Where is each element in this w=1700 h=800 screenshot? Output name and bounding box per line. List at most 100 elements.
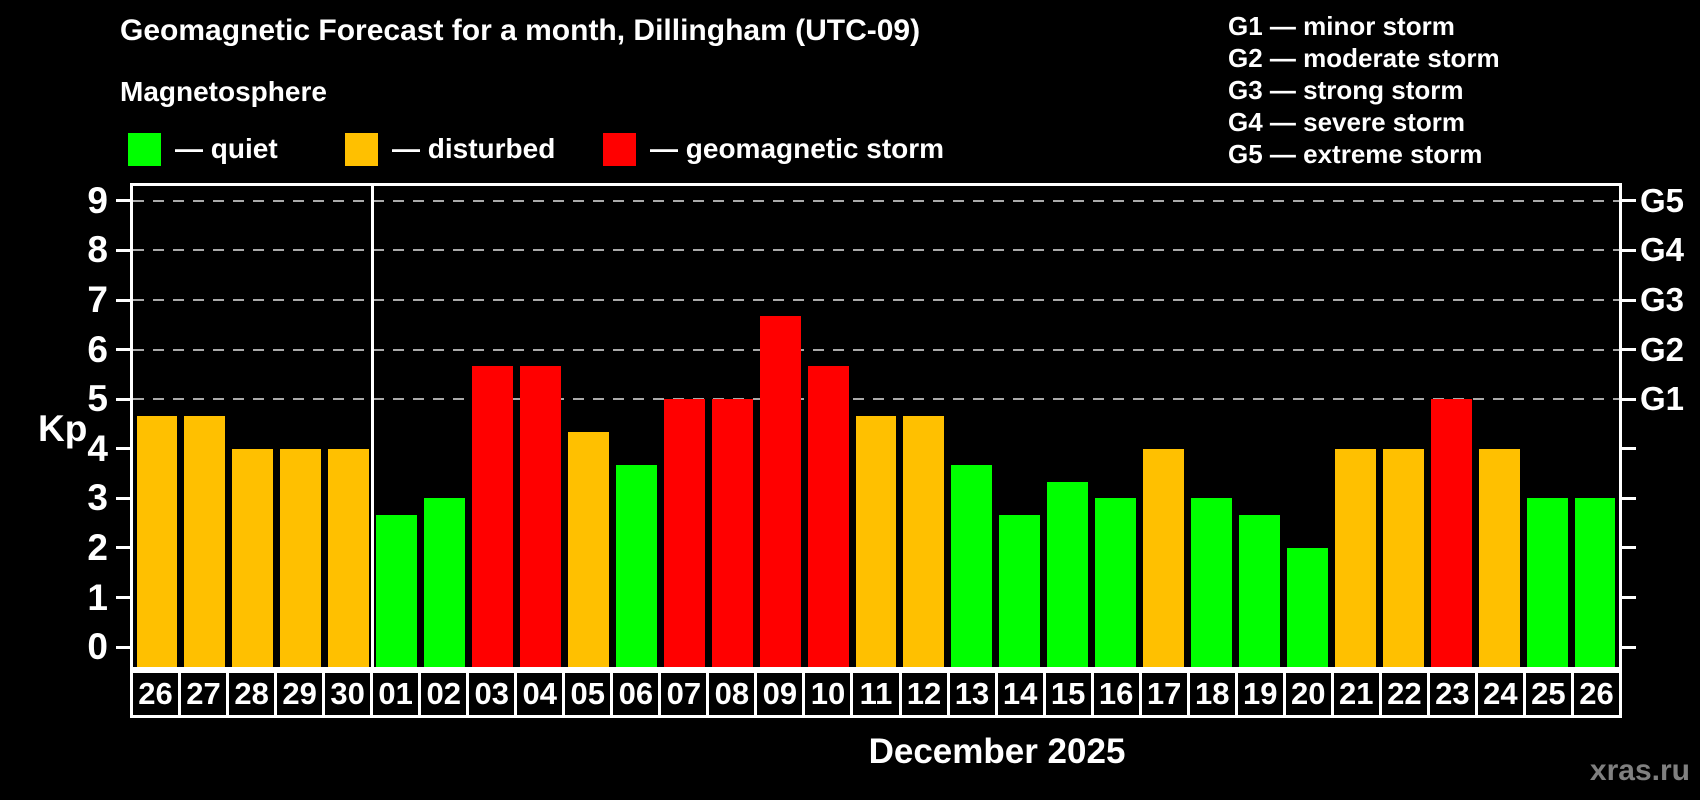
bar-day-20 (1286, 548, 1328, 667)
g-axis-label-G3: G3 (1640, 281, 1685, 319)
g-legend-line: G3 — strong storm (1228, 75, 1464, 105)
x-axis-day-label: 12 (898, 673, 947, 715)
storm-color-swatch (603, 132, 636, 166)
bar-day-02 (424, 498, 466, 667)
legend-item-quiet: — quiet (128, 131, 278, 167)
bar-day-23 (1430, 399, 1472, 667)
subtitle-magnetosphere: Magnetosphere (120, 76, 327, 107)
g-axis-label-G5: G5 (1640, 181, 1685, 219)
plot-area (133, 186, 1619, 667)
y-tick-right-7 (1622, 298, 1636, 302)
x-axis-day-label: 16 (1090, 673, 1139, 715)
x-axis-day-label: 26 (138, 676, 173, 711)
y-tick-right-8 (1622, 248, 1636, 252)
y-tick-right-1 (1622, 596, 1636, 600)
x-axis-day-label: 07 (658, 673, 706, 715)
y-tick-right-3 (1622, 496, 1636, 500)
g-axis-label-G4: G4 (1640, 231, 1685, 269)
bar-day-09 (759, 316, 801, 667)
y-axis-title: Kp (38, 408, 88, 449)
y-tick-left-1 (116, 596, 130, 600)
bar-day-10 (807, 366, 849, 667)
bar-day-24 (1478, 448, 1520, 667)
y-tick-right-5 (1622, 397, 1636, 401)
y-axis-label-8: 8 (87, 229, 108, 271)
bar-day-08 (711, 399, 753, 667)
g-axis-label-G2: G2 (1640, 330, 1685, 368)
g-scale-legend: G1 — minor storm G2 — moderate storm G3 — … (1228, 10, 1500, 170)
y-tick-right-6 (1622, 348, 1636, 352)
y-axis-label-9: 9 (87, 179, 108, 221)
y-tick-left-5 (116, 397, 130, 401)
x-axis-day-label: 29 (274, 673, 322, 715)
y-axis-label-2: 2 (87, 526, 108, 568)
x-axis-month-label: December 2025 (868, 732, 1126, 771)
y-tick-left-9 (116, 199, 130, 203)
bar-day-29 (280, 448, 322, 667)
g-legend-line: G4 — severe storm (1228, 107, 1466, 137)
gridline-kp-8 (133, 249, 1619, 252)
x-axis-day-label: 06 (610, 673, 658, 715)
bar-day-13 (951, 465, 993, 667)
y-tick-left-3 (116, 496, 130, 500)
y-tick-left-7 (116, 298, 130, 302)
bar-day-14 (999, 514, 1041, 667)
bar-day-04 (519, 366, 561, 667)
y-tick-right-4 (1622, 447, 1636, 451)
bar-day-25 (1526, 498, 1568, 667)
g-legend-line: G5 — extreme storm (1228, 139, 1483, 169)
x-axis-day-label: 20 (1282, 673, 1331, 715)
bar-day-26 (1574, 498, 1616, 667)
y-axis-label-7: 7 (87, 279, 108, 321)
gridline-kp-9 (133, 199, 1619, 202)
bar-day-15 (1047, 482, 1089, 667)
bar-day-21 (1334, 448, 1376, 667)
y-tick-right-0 (1622, 645, 1636, 649)
x-axis-day-label: 13 (946, 673, 995, 715)
x-axis-day-label: 26 (1570, 673, 1619, 715)
gridline-kp-5 (133, 398, 1619, 401)
y-axis-label-1: 1 (87, 576, 108, 618)
y-tick-left-6 (116, 348, 130, 352)
quiet-color-swatch (128, 132, 161, 166)
y-axis-label-6: 6 (87, 328, 108, 370)
plot-box (130, 183, 1622, 670)
x-axis-day-label: 15 (1042, 673, 1091, 715)
x-axis-day-label: 14 (994, 673, 1043, 715)
x-axis-day-label: 25 (1522, 673, 1571, 715)
y-tick-right-2 (1622, 546, 1636, 550)
page-title: Geomagnetic Forecast for a month, Dillin… (120, 14, 921, 47)
g-axis-label-G1: G1 (1640, 380, 1685, 418)
legend-label-quiet: — quiet (175, 133, 278, 164)
x-axis-day-label: 24 (1474, 673, 1523, 715)
bar-day-22 (1382, 448, 1424, 667)
y-tick-left-8 (116, 248, 130, 252)
x-axis-day-label: 01 (370, 673, 418, 715)
x-axis-day-label: 27 (178, 673, 226, 715)
watermark: xras.ru (1589, 754, 1690, 787)
x-axis-day-label: 30 (322, 673, 370, 715)
g-legend-line: G1 — minor storm (1228, 11, 1455, 41)
bar-day-27 (184, 415, 226, 667)
bar-day-03 (472, 366, 513, 667)
x-axis-day-label: 02 (418, 673, 466, 715)
bar-day-16 (1095, 498, 1137, 667)
x-axis-day-label: 09 (754, 673, 802, 715)
bar-day-12 (903, 415, 945, 667)
legend-label-storm: — geomagnetic storm (650, 133, 945, 164)
x-axis-day-label: 04 (514, 673, 562, 715)
bar-day-17 (1143, 448, 1185, 667)
x-axis-day-label: 28 (226, 673, 274, 715)
bar-day-06 (615, 465, 657, 667)
bar-day-05 (567, 432, 609, 667)
gridline-kp-6 (133, 348, 1619, 351)
y-axis-label-3: 3 (87, 477, 108, 519)
bar-day-19 (1239, 514, 1280, 667)
bar-day-07 (663, 399, 705, 667)
bar-day-26 (136, 415, 178, 667)
x-axis-day-label: 22 (1378, 673, 1427, 715)
g-legend-line: G2 — moderate storm (1228, 43, 1500, 73)
bar-day-30 (328, 448, 370, 667)
x-axis-day-label: 03 (466, 673, 514, 715)
